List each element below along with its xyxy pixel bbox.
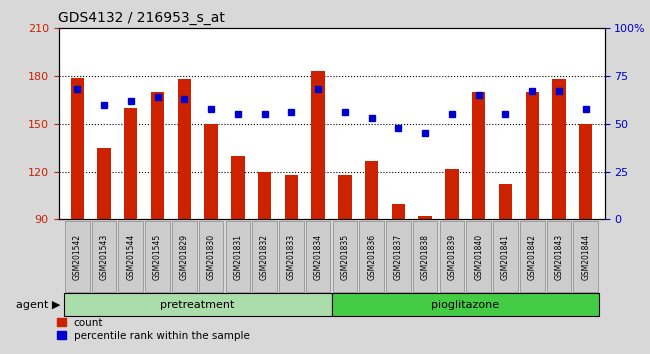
Text: GSM201544: GSM201544 <box>126 234 135 280</box>
Text: GSM201543: GSM201543 <box>99 234 109 280</box>
Bar <box>499 184 512 219</box>
Bar <box>98 148 111 219</box>
Text: GSM201842: GSM201842 <box>528 234 537 280</box>
Bar <box>71 78 84 219</box>
Bar <box>231 156 244 219</box>
Text: GSM201839: GSM201839 <box>447 234 456 280</box>
Bar <box>392 204 405 219</box>
Bar <box>472 92 486 219</box>
Bar <box>311 72 325 219</box>
Bar <box>124 108 137 219</box>
Bar <box>552 79 566 219</box>
Bar <box>177 79 191 219</box>
Legend: count, percentile rank within the sample: count, percentile rank within the sample <box>57 318 250 341</box>
Bar <box>258 172 271 219</box>
Text: GSM201545: GSM201545 <box>153 234 162 280</box>
Text: GSM201843: GSM201843 <box>554 234 564 280</box>
Bar <box>579 124 592 219</box>
Bar <box>285 175 298 219</box>
Text: GSM201836: GSM201836 <box>367 234 376 280</box>
Text: GSM201835: GSM201835 <box>341 234 350 280</box>
Text: GSM201844: GSM201844 <box>581 234 590 280</box>
Bar <box>419 216 432 219</box>
Text: GSM201830: GSM201830 <box>207 234 216 280</box>
Text: GSM201833: GSM201833 <box>287 234 296 280</box>
Text: pretreatment: pretreatment <box>161 299 235 310</box>
Text: GSM201840: GSM201840 <box>474 234 483 280</box>
Text: GSM201832: GSM201832 <box>260 234 269 280</box>
Bar <box>204 124 218 219</box>
Bar <box>151 92 164 219</box>
Text: GSM201837: GSM201837 <box>394 234 403 280</box>
Bar <box>526 92 539 219</box>
Text: GSM201829: GSM201829 <box>180 234 188 280</box>
Text: GSM201841: GSM201841 <box>501 234 510 280</box>
Bar <box>445 169 459 219</box>
Text: pioglitazone: pioglitazone <box>431 299 499 310</box>
Text: GSM201838: GSM201838 <box>421 234 430 280</box>
Text: GSM201834: GSM201834 <box>313 234 322 280</box>
Text: GDS4132 / 216953_s_at: GDS4132 / 216953_s_at <box>58 11 226 25</box>
Bar <box>365 161 378 219</box>
Bar <box>338 175 352 219</box>
Text: agent ▶: agent ▶ <box>16 299 60 310</box>
Text: GSM201542: GSM201542 <box>73 234 82 280</box>
Text: GSM201831: GSM201831 <box>233 234 242 280</box>
